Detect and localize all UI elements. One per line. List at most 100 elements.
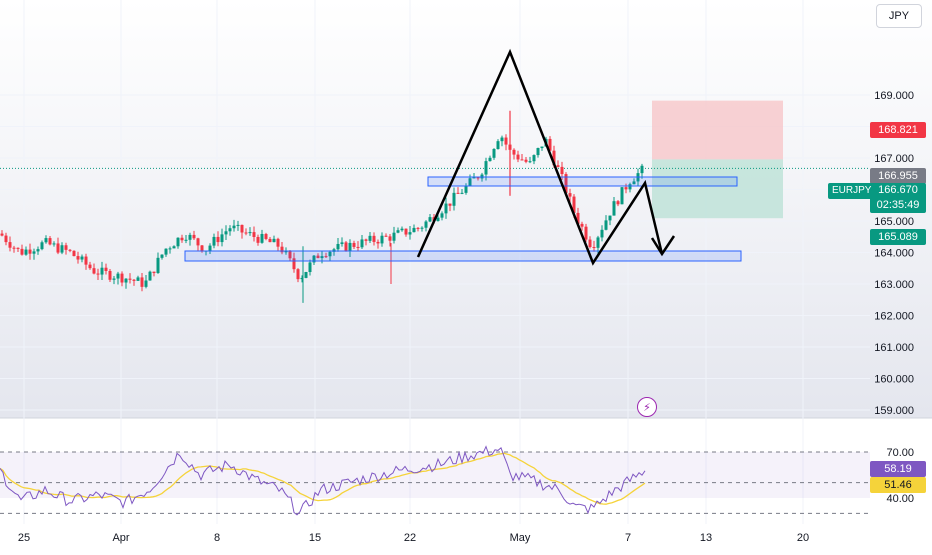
candle-up: [212, 236, 216, 246]
candle-up: [600, 229, 604, 238]
candle-down: [88, 264, 92, 269]
candle-up: [220, 234, 224, 243]
candle-down: [568, 193, 572, 197]
candle-down: [624, 187, 628, 190]
time-axis-label: 13: [700, 532, 712, 544]
lightning-icon[interactable]: ⚡︎: [637, 397, 657, 417]
stop-loss-zone[interactable]: [652, 100, 783, 160]
candle-up: [480, 174, 484, 179]
time-axis[interactable]: 25 Apr 8 15 22 May 7 13 20: [18, 532, 809, 544]
candle-up: [184, 239, 188, 241]
candle-down: [12, 247, 16, 249]
take-profit-zone[interactable]: [652, 159, 783, 219]
currency-selector[interactable]: JPY: [876, 4, 922, 28]
candle-up: [308, 262, 312, 273]
candle-up: [36, 249, 40, 252]
candle-up: [468, 178, 472, 186]
candle-up: [116, 273, 120, 279]
price-pane-background: [0, 0, 932, 418]
candle-down: [592, 247, 596, 249]
candle-down: [8, 242, 12, 248]
candle-up: [444, 203, 448, 214]
candle-up: [24, 249, 28, 255]
support-box[interactable]: [184, 250, 742, 262]
candle-up: [32, 251, 36, 254]
position-zones[interactable]: [0, 100, 870, 219]
candle-up: [608, 215, 612, 221]
last-price-value: 166.670: [878, 184, 918, 196]
price-axis-label: 165.000: [874, 216, 914, 228]
candle-down: [580, 223, 584, 227]
candle-down: [384, 235, 388, 237]
candle-up: [536, 148, 540, 156]
time-axis-label: 25: [18, 532, 30, 544]
resistance-box[interactable]: [427, 176, 738, 187]
candle-up: [612, 201, 616, 216]
candle-down: [84, 256, 88, 265]
price-axis-label: 167.000: [874, 153, 914, 165]
candle-down: [476, 177, 480, 179]
candle-up: [124, 278, 128, 283]
candle-down: [276, 238, 280, 247]
rsi-ma-value-tag: 51.46: [870, 477, 926, 493]
candle-up: [248, 232, 252, 234]
symbol-tag: EURJPY: [828, 183, 876, 199]
candle-up: [500, 137, 504, 142]
candle-up: [408, 232, 412, 235]
candle-down: [564, 174, 568, 194]
candle-down: [108, 270, 112, 280]
candle-up: [440, 213, 444, 218]
candle-up: [340, 242, 344, 244]
candle-up: [168, 248, 172, 250]
candle-up: [148, 271, 152, 281]
candle-down: [352, 242, 356, 247]
candle-down: [72, 250, 76, 257]
candle-up: [328, 251, 332, 257]
candle-up: [488, 157, 492, 162]
candle-down: [56, 243, 60, 253]
candle-down: [152, 271, 156, 274]
candle-down: [520, 159, 524, 161]
time-axis-label: 22: [404, 532, 416, 544]
candle-up: [412, 227, 416, 233]
candle-down: [128, 278, 132, 280]
candle-up: [164, 248, 168, 255]
candle-down: [524, 159, 528, 162]
candle-down: [388, 236, 392, 241]
candle-down: [324, 256, 328, 258]
price-axis-label: 169.000: [874, 90, 914, 102]
drawings[interactable]: [184, 48, 742, 266]
pattern-line[interactable]: [416, 48, 664, 266]
candle-up: [80, 256, 84, 260]
candle-up: [620, 187, 624, 205]
rsi-axis-label: 40.00: [886, 493, 914, 505]
price-axis-label: 164.000: [874, 248, 914, 260]
candle-down: [76, 256, 80, 260]
candle-down: [120, 273, 124, 283]
candle-down: [616, 201, 620, 205]
price-axis-label: 163.000: [874, 279, 914, 291]
candle-up: [640, 165, 644, 174]
candle-up: [40, 242, 44, 250]
time-axis-label: May: [510, 532, 531, 544]
candle-up: [348, 242, 352, 251]
candle-down: [48, 238, 52, 245]
candle-down: [552, 150, 556, 166]
price-axis-label: 160.000: [874, 374, 914, 386]
candle-down: [252, 232, 256, 237]
candle-down: [16, 247, 20, 249]
candle-up: [392, 232, 396, 241]
arrow-head-icon[interactable]: [650, 235, 676, 257]
candle-up: [176, 237, 180, 247]
candle-down: [20, 248, 24, 255]
candle-down: [588, 239, 592, 248]
candle-up: [224, 231, 228, 235]
rsi-axis-label: 70.00: [886, 447, 914, 459]
candle-up: [420, 227, 424, 229]
candle-down: [268, 238, 272, 243]
candle-down: [240, 224, 244, 233]
candle-down: [548, 138, 552, 151]
rsi-band: [0, 452, 870, 498]
